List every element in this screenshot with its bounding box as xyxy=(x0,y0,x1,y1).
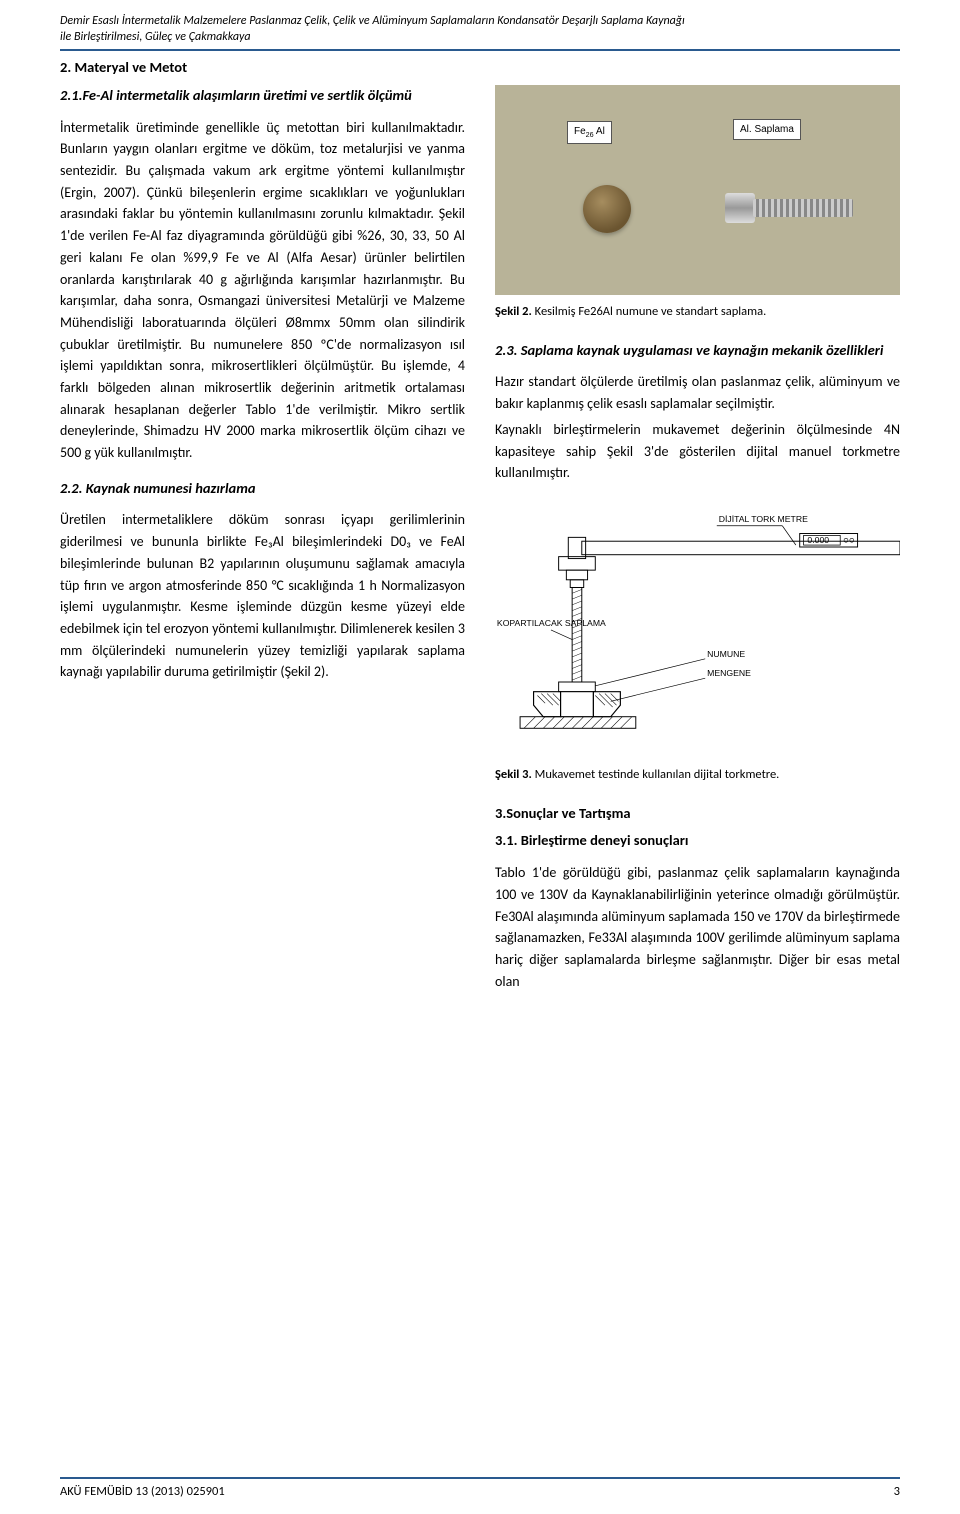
footer-page-number: 3 xyxy=(894,1483,900,1502)
figure-2-caption-bold: Şekil 2. xyxy=(495,304,532,319)
figure-3-caption-text: Mukavemet testinde kullanılan dijital to… xyxy=(532,767,780,782)
subsection-3-1-body: Tablo 1'de görüldüğü gibi, paslanmaz çel… xyxy=(495,862,900,992)
section-3-heading: 3.Sonuçlar ve Tartışma xyxy=(495,803,900,825)
figure-3-caption-bold: Şekil 3. xyxy=(495,767,532,782)
torque-meter-body: DİJİTAL TORK METRE 0.000 xyxy=(559,514,900,580)
label-suffix: Al xyxy=(594,126,605,137)
stud-assembly: KOPARTILACAK SAPLAMA xyxy=(497,580,606,682)
figure-2-caption: Şekil 2. Kesilmiş Fe26Al numune ve stand… xyxy=(495,303,900,322)
subsection-2-1-body: İntermetalik üretiminde genellikle üç me… xyxy=(60,117,465,464)
left-column: 2.1.Fe-Al intermetalik alaşımların üreti… xyxy=(60,85,465,992)
running-header: Demir Esaslı İntermetalik Malzemelere Pa… xyxy=(60,0,900,51)
footer-left: AKÜ FEMÜBİD 13 (2013) 025901 xyxy=(60,1483,225,1502)
two-column-layout: 2.1.Fe-Al intermetalik alaşımların üreti… xyxy=(60,85,900,992)
figure-2-caption-text: Kesilmiş Fe26Al numune ve standart sapla… xyxy=(532,304,766,319)
section-2-heading: 2. Materyal ve Metot xyxy=(60,57,900,79)
right-column: Fe26 Al Al. Saplama Şekil 2. Kesilmiş Fe… xyxy=(495,85,900,992)
label-prefix: Fe xyxy=(574,126,586,137)
figure-2-label-al-saplama: Al. Saplama xyxy=(733,119,801,140)
label-sub: 26 xyxy=(586,130,594,139)
subsection-2-2-title: 2.2. Kaynak numunesi hazırlama xyxy=(60,478,465,500)
label-dijital-tork: DİJİTAL TORK METRE xyxy=(719,514,808,524)
label-mengene: MENGENE xyxy=(707,668,751,678)
subsection-2-1-title: 2.1.Fe-Al intermetalik alaşımların üreti… xyxy=(60,85,465,107)
figure-2-photo: Fe26 Al Al. Saplama xyxy=(495,85,900,295)
subsection-2-3-p1: Hazır standart ölçülerde üretilmiş olan … xyxy=(495,371,900,414)
subsection-2-2-body: Üretilen intermetaliklere döküm sonrası … xyxy=(60,509,465,683)
figure-3-diagram: DİJİTAL TORK METRE 0.000 xyxy=(495,498,900,758)
header-line-1: Demir Esaslı İntermetalik Malzemelere Pa… xyxy=(60,14,685,28)
subsection-2-3-p2: Kaynaklı birleştirmelerin mukavemet değe… xyxy=(495,419,900,484)
figure-3-caption: Şekil 3. Mukavemet testinde kullanılan d… xyxy=(495,766,900,785)
header-line-2: ile Birleştirilmesi, Güleç ve Çakmakkaya xyxy=(60,30,251,44)
vise: MENGENE xyxy=(520,668,751,728)
page-footer: AKÜ FEMÜBİD 13 (2013) 025901 3 xyxy=(60,1479,900,1514)
label-readout: 0.000 xyxy=(807,535,829,545)
stud-shaft xyxy=(753,199,853,217)
figure-2-disk-sample xyxy=(583,185,631,233)
stud-head xyxy=(725,193,755,223)
subsection-3-1-title: 3.1. Birleştirme deneyi sonuçları xyxy=(495,830,900,852)
figure-2-stud-sample xyxy=(725,191,855,225)
label-kopartilacak: KOPARTILACAK SAPLAMA xyxy=(497,618,606,628)
subsection-2-3-title: 2.3. Saplama kaynak uygulaması ve kaynağ… xyxy=(495,340,900,362)
figure-2-label-fe26al: Fe26 Al xyxy=(567,121,612,144)
label-numune: NUMUNE xyxy=(707,649,745,659)
